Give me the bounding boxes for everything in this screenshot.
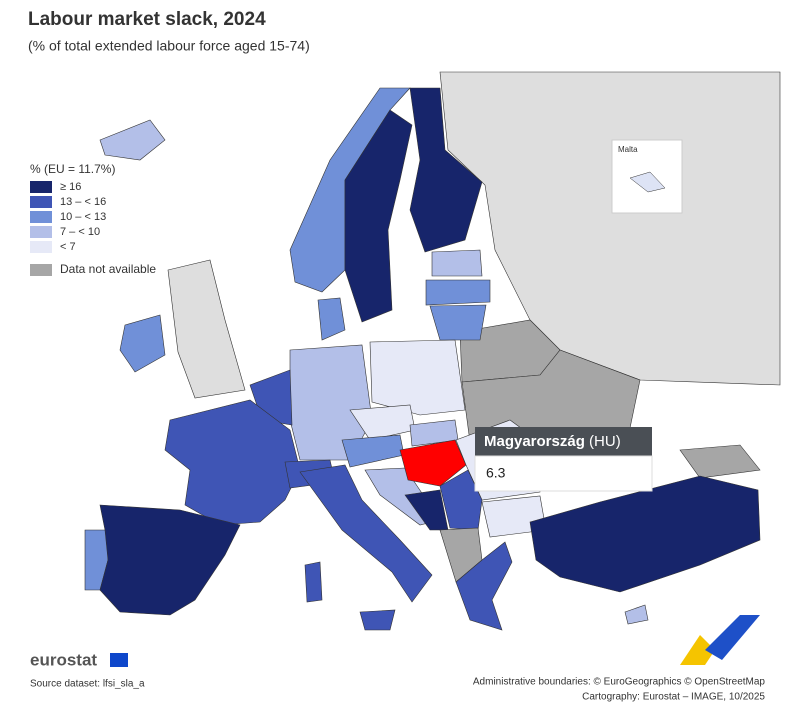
sardinia bbox=[304, 561, 323, 603]
france bbox=[164, 399, 301, 526]
legend-label: 10 – < 13 bbox=[60, 211, 106, 223]
malta-shape bbox=[629, 171, 666, 193]
inset-label: Malta bbox=[618, 145, 638, 154]
legend-label: < 7 bbox=[60, 241, 76, 253]
hungary bbox=[399, 439, 467, 487]
uk bbox=[167, 259, 246, 399]
italy bbox=[299, 464, 433, 603]
legend-label: 7 – < 10 bbox=[60, 226, 100, 238]
eu-flag bbox=[110, 653, 128, 667]
tooltip-value: 6.3 bbox=[486, 465, 506, 481]
legend-swatch bbox=[30, 226, 52, 238]
subtitle: (% of total extended labour force aged 1… bbox=[28, 38, 310, 54]
sweden bbox=[344, 109, 413, 323]
latvia bbox=[425, 279, 491, 306]
spain bbox=[99, 504, 241, 616]
countries bbox=[84, 71, 781, 631]
brand: eurostat bbox=[30, 650, 97, 669]
tooltip-code: (HU) bbox=[589, 433, 621, 450]
deco-yellow bbox=[680, 635, 715, 665]
tooltip-country: Magyarország bbox=[484, 433, 585, 450]
georgia-region bbox=[679, 444, 761, 479]
legend: ≥ 16 13 – < 16 10 – < 13 7 – < 10 < 7 Data no… bbox=[30, 181, 156, 276]
denmark bbox=[317, 297, 346, 341]
greece bbox=[455, 541, 513, 631]
legend-swatch bbox=[30, 196, 52, 208]
legend-swatch bbox=[30, 241, 52, 253]
ireland bbox=[119, 314, 166, 373]
legend-swatch bbox=[30, 211, 52, 223]
iceland bbox=[99, 119, 166, 161]
legend-label: Data not available bbox=[60, 262, 156, 276]
legend-swatch bbox=[30, 181, 52, 193]
cartography: Cartography: Eurostat – IMAGE, 10/2025 bbox=[582, 692, 765, 703]
finland bbox=[409, 87, 483, 253]
tooltip-title: Magyarország (HU) bbox=[484, 433, 621, 450]
tooltip-header bbox=[475, 427, 652, 456]
boundaries: Administrative boundaries: © EuroGeograp… bbox=[473, 677, 766, 688]
lithuania bbox=[429, 304, 487, 341]
legend-swatch bbox=[30, 264, 52, 276]
poland bbox=[369, 339, 466, 416]
source: Source dataset: lfsi_sla_a bbox=[30, 679, 145, 690]
title: Labour market slack, 2024 bbox=[28, 9, 266, 30]
tooltip: Magyarország (HU) 6.3 bbox=[474, 427, 653, 492]
sicily bbox=[359, 609, 396, 631]
estonia bbox=[431, 249, 483, 277]
legend-label: 13 – < 16 bbox=[60, 196, 106, 208]
legend-title: % (EU = 11.7%) bbox=[30, 162, 115, 176]
deco-blue bbox=[705, 615, 760, 660]
tooltip-body bbox=[474, 455, 653, 492]
legend-label: ≥ 16 bbox=[60, 181, 81, 193]
serbia bbox=[439, 469, 483, 531]
cyprus bbox=[624, 604, 649, 625]
